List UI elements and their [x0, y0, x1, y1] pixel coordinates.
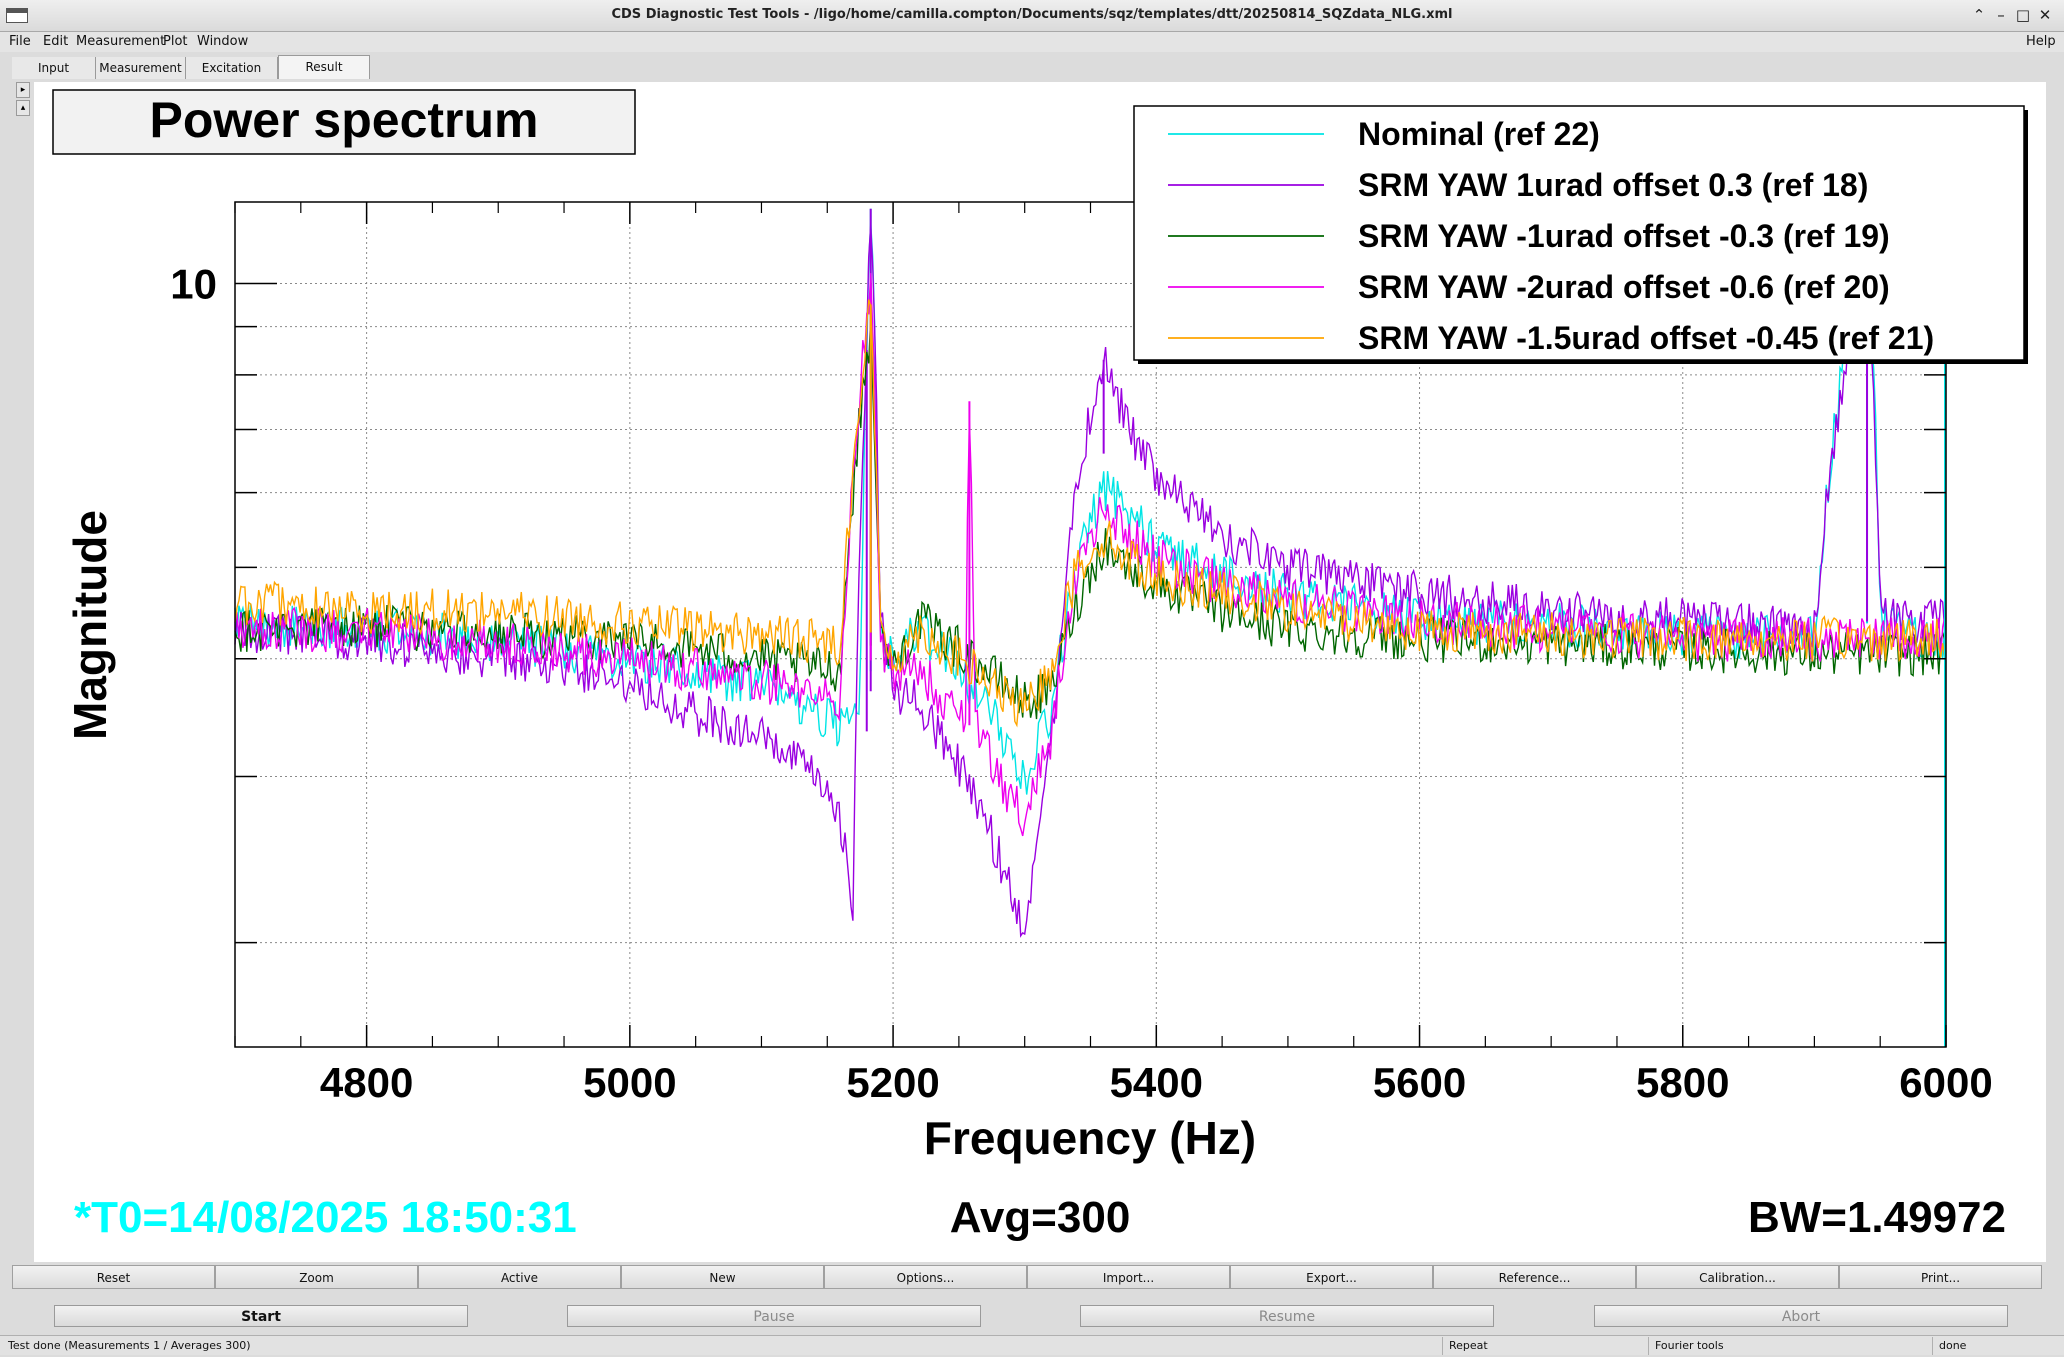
- plot-title-box: [52, 89, 636, 155]
- x-tick-label: 4800: [320, 1059, 413, 1106]
- export-button[interactable]: Export...: [1230, 1265, 1433, 1289]
- axis-ticks: 4800 5000 5200 5400 5600 5800 6000 10: [170, 202, 1993, 1106]
- window-menu-icon[interactable]: [6, 8, 28, 23]
- menu-edit[interactable]: Edit: [43, 34, 69, 49]
- status-message: Test done (Measurements 1 / Averages 300…: [8, 1339, 251, 1352]
- y-axis-label: Magnitude: [64, 510, 116, 740]
- status-done: done: [1932, 1337, 2062, 1355]
- x-tick-label: 5400: [1110, 1059, 1203, 1106]
- plot-canvas[interactable]: Power spectrum 4800 5000 5200 5400 5600 5800 6…: [34, 82, 2046, 1262]
- bw-label: BW=1.49972: [1748, 1193, 2006, 1242]
- reference-button[interactable]: Reference...: [1433, 1265, 1636, 1289]
- x-tick-label: 5600: [1373, 1059, 1466, 1106]
- series-line: [234, 225, 1946, 938]
- plot-frame: [234, 201, 1947, 1048]
- measurement-controls: Start Pause Resume Abort: [0, 1305, 2064, 1329]
- reset-button[interactable]: Reset: [12, 1265, 215, 1289]
- legend-label: Nominal (ref 22): [1358, 116, 1600, 152]
- legend-label: SRM YAW 1urad offset 0.3 (ref 18): [1358, 167, 1868, 203]
- abort-button[interactable]: Abort: [1594, 1305, 2008, 1327]
- expand-up-icon[interactable]: ▴: [16, 100, 30, 116]
- t0-label: *T0=14/08/2025 18:50:31: [74, 1193, 577, 1242]
- restore-icon[interactable]: –: [1997, 6, 2005, 24]
- series-line: [234, 273, 1946, 837]
- resume-button[interactable]: Resume: [1080, 1305, 1494, 1327]
- series-line: [234, 318, 1946, 720]
- legend-label: SRM YAW -2urad offset -0.6 (ref 20): [1358, 269, 1890, 305]
- pad-selector: ▸ ▴: [16, 82, 30, 118]
- plot-title: Power spectrum: [149, 92, 538, 148]
- import-button[interactable]: Import...: [1027, 1265, 1230, 1289]
- maximize-icon[interactable]: □: [2015, 6, 2031, 24]
- status-bar: Test done (Measurements 1 / Averages 300…: [0, 1335, 2064, 1355]
- menu-measurement[interactable]: Measurement: [76, 34, 166, 49]
- menu-bar: File Edit Measurement Plot Window Help: [0, 32, 2064, 52]
- pause-button[interactable]: Pause: [567, 1305, 981, 1327]
- avg-label: Avg=300: [950, 1193, 1131, 1242]
- menu-plot[interactable]: Plot: [163, 34, 188, 49]
- legend: Nominal (ref 22) SRM YAW 1urad offset 0.3…: [1133, 105, 2028, 364]
- legend-box: [1133, 105, 2025, 361]
- series-line: [234, 299, 1946, 728]
- calibration-button[interactable]: Calibration...: [1636, 1265, 1839, 1289]
- start-button[interactable]: Start: [54, 1305, 468, 1327]
- data-series: [234, 202, 1946, 1047]
- x-tick-label: 6000: [1899, 1059, 1992, 1106]
- expand-right-icon[interactable]: ▸: [16, 82, 30, 98]
- status-fourier: Fourier tools: [1648, 1337, 1932, 1355]
- menu-file[interactable]: File: [9, 34, 31, 49]
- minimize-icon[interactable]: ⌃: [1972, 6, 1986, 24]
- tab-excitation[interactable]: Excitation: [186, 57, 278, 79]
- plot-button-bar: Reset Zoom Active New Options... Import.…: [12, 1265, 2052, 1289]
- zoom-button[interactable]: Zoom: [215, 1265, 418, 1289]
- x-tick-label: 5000: [583, 1059, 676, 1106]
- close-icon[interactable]: ✕: [2038, 6, 2052, 24]
- print-button[interactable]: Print...: [1839, 1265, 2042, 1289]
- window-title: CDS Diagnostic Test Tools - /ligo/home/c…: [611, 7, 1453, 22]
- tab-result[interactable]: Result: [278, 55, 370, 79]
- tab-measurement[interactable]: Measurement: [96, 57, 186, 79]
- x-tick-label: 5200: [846, 1059, 939, 1106]
- menu-window[interactable]: Window: [197, 34, 249, 49]
- legend-label: SRM YAW -1.5urad offset -0.45 (ref 21): [1358, 320, 1934, 356]
- y-tick-label: 10: [170, 260, 217, 307]
- legend-label: SRM YAW -1urad offset -0.3 (ref 19): [1358, 218, 1890, 254]
- active-button[interactable]: Active: [418, 1265, 621, 1289]
- title-bar: CDS Diagnostic Test Tools - /ligo/home/c…: [0, 0, 2064, 32]
- options-button[interactable]: Options...: [824, 1265, 1027, 1289]
- tab-input[interactable]: Input: [12, 57, 96, 79]
- menu-help[interactable]: Help: [2026, 34, 2056, 49]
- status-repeat: Repeat: [1442, 1337, 1648, 1355]
- x-axis-label: Frequency (Hz): [924, 1112, 1256, 1164]
- x-tick-label: 5800: [1636, 1059, 1729, 1106]
- power-spectrum-plot[interactable]: Power spectrum 4800 5000 5200 5400 5600 5800 6…: [34, 82, 2046, 1262]
- new-button[interactable]: New: [621, 1265, 824, 1289]
